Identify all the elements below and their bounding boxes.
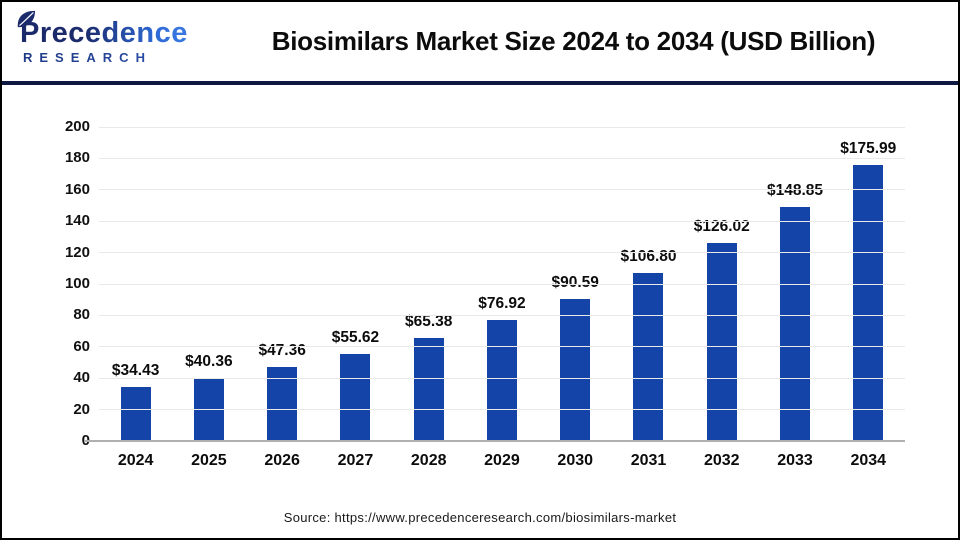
gridline-140 — [99, 220, 905, 222]
bar-2027 — [340, 353, 371, 441]
gridline-20 — [99, 409, 905, 411]
y-tick-label-80: 80 — [73, 306, 90, 324]
gridline-60 — [99, 346, 905, 348]
y-tick-label-0: 0 — [40, 431, 90, 451]
y-tick-label-160: 160 — [64, 180, 90, 198]
gridline-40 — [99, 377, 905, 379]
bar-2031 — [633, 273, 664, 441]
value-label-2027: $55.62 — [331, 328, 380, 346]
x-axis-line — [85, 440, 905, 442]
value-label-2030: $90.59 — [551, 273, 599, 291]
header-divider — [2, 81, 958, 85]
gridline-80 — [99, 314, 905, 316]
bar-slot-2024: $34.43 2024 — [99, 127, 172, 469]
bar-slots: $34.43 2024 $40.36 2025 $47.36 2026 $55.62 2027… — [99, 127, 905, 469]
y-tick-label-100: 100 — [64, 275, 90, 292]
bar-slot-2033: $148.85 2033 — [758, 127, 831, 469]
bar-2033 — [780, 207, 811, 441]
gridline-120 — [99, 252, 905, 254]
bar-slot-2031: $106.80 2031 — [612, 127, 685, 469]
y-tick-label-180: 180 — [64, 149, 90, 167]
value-label-2032: $126.02 — [693, 218, 750, 236]
logo-subtitle: RESEARCH — [20, 51, 217, 64]
y-tick-label-120: 120 — [64, 243, 90, 261]
x-tick-label-2034: 2034 — [850, 452, 887, 469]
value-label-2031: $106.80 — [620, 248, 677, 266]
x-tick-label-2031: 2031 — [630, 452, 667, 469]
logo-wordmark: Precedence — [20, 17, 188, 49]
bar-2034 — [853, 164, 884, 441]
x-tick-label-2028: 2028 — [410, 452, 447, 469]
bar-2026 — [267, 366, 298, 441]
y-tick-label-20: 20 — [73, 400, 90, 418]
x-tick-label-2024: 2024 — [117, 452, 154, 469]
leaf-icon — [17, 10, 35, 28]
y-tick-label-200: 200 — [64, 118, 90, 135]
gridline-160 — [99, 189, 905, 191]
gridline-180 — [99, 157, 905, 159]
x-tick-label-2026: 2026 — [264, 452, 300, 469]
y-tick-label-140: 140 — [64, 212, 90, 230]
bar-2024 — [120, 386, 151, 441]
x-tick-label-2032: 2032 — [703, 452, 740, 469]
bar-slot-2027: $55.62 2027 — [319, 127, 392, 469]
x-tick-label-2029: 2029 — [484, 452, 520, 469]
value-label-2024: $34.43 — [111, 361, 160, 379]
x-tick-label-2027: 2027 — [337, 452, 374, 469]
bar-slot-2026: $47.36 2026 — [246, 127, 319, 469]
plot-area: $34.43 2024 $40.36 2025 $47.36 2026 $55.62 2027… — [85, 126, 905, 469]
value-label-2026: $47.36 — [258, 341, 306, 359]
bar-slot-2032: $126.02 2032 — [685, 127, 758, 469]
chart-title: Biosimilars Market Size 2024 to 2034 (US… — [271, 26, 876, 56]
gridline-200 — [99, 126, 905, 128]
source-note: Source: https://www.precedenceresearch.c… — [283, 510, 677, 525]
value-label-2029: $76.92 — [478, 295, 526, 313]
y-axis-labels: 0 20 40 60 80 100 120 140 160 180 200 — [40, 118, 90, 449]
bar-2032 — [706, 243, 737, 441]
value-label-2028: $65.38 — [404, 313, 453, 331]
x-tick-label-2025: 2025 — [191, 452, 227, 469]
bar-slot-2030: $90.59 2030 — [539, 127, 612, 469]
bar-slot-2029: $76.92 2029 — [465, 127, 538, 469]
y-tick-label-40: 40 — [73, 369, 90, 387]
value-label-2033: $148.85 — [767, 182, 824, 200]
bar-2029 — [486, 320, 517, 441]
bar-2028 — [413, 338, 444, 441]
bar-2030 — [560, 298, 591, 441]
x-tick-label-2033: 2033 — [777, 452, 813, 469]
gridline-100 — [99, 283, 905, 285]
header: Precedence RESEARCH Biosimilars Market S… — [2, 2, 958, 81]
y-tick-label-60: 60 — [73, 337, 90, 355]
bar-slot-2028: $65.38 2028 — [392, 127, 465, 469]
x-tick-label-2030: 2030 — [557, 452, 594, 469]
value-label-2025: $40.36 — [185, 352, 233, 370]
bar-slot-2034: $175.99 2034 — [832, 127, 905, 469]
logo: Precedence RESEARCH — [2, 10, 217, 64]
value-label-2034: $175.99 — [840, 139, 897, 157]
